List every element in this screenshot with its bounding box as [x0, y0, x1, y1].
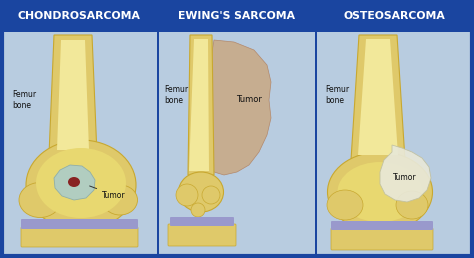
Ellipse shape: [396, 191, 428, 219]
Ellipse shape: [68, 177, 80, 187]
Ellipse shape: [337, 162, 422, 222]
Text: EWING'S SARCOMA: EWING'S SARCOMA: [179, 11, 295, 21]
Ellipse shape: [328, 152, 432, 232]
Ellipse shape: [179, 172, 224, 212]
Text: Tumor: Tumor: [236, 95, 262, 104]
Text: CHONDROSARCOMA: CHONDROSARCOMA: [18, 11, 140, 21]
Polygon shape: [189, 39, 209, 171]
Ellipse shape: [202, 186, 220, 204]
Ellipse shape: [176, 184, 198, 206]
Text: Tumor: Tumor: [90, 186, 126, 199]
FancyBboxPatch shape: [159, 2, 315, 32]
Ellipse shape: [36, 148, 126, 218]
FancyBboxPatch shape: [159, 32, 315, 256]
FancyBboxPatch shape: [317, 32, 472, 256]
Text: OSTEOSARCOMA: OSTEOSARCOMA: [343, 11, 445, 21]
Ellipse shape: [327, 190, 363, 220]
Polygon shape: [57, 40, 89, 150]
FancyBboxPatch shape: [331, 221, 433, 230]
FancyBboxPatch shape: [21, 227, 138, 247]
Polygon shape: [54, 165, 95, 200]
Polygon shape: [49, 35, 97, 155]
FancyBboxPatch shape: [2, 2, 157, 32]
Ellipse shape: [102, 185, 137, 215]
Polygon shape: [209, 40, 271, 175]
FancyBboxPatch shape: [170, 217, 234, 226]
Text: Tumor: Tumor: [393, 173, 417, 182]
Polygon shape: [351, 35, 405, 160]
Polygon shape: [358, 39, 398, 155]
Text: Femur
bone: Femur bone: [164, 85, 188, 105]
Text: Femur
bone: Femur bone: [325, 85, 349, 105]
FancyBboxPatch shape: [2, 32, 157, 256]
Polygon shape: [380, 145, 431, 202]
Ellipse shape: [19, 182, 61, 217]
FancyBboxPatch shape: [317, 2, 472, 32]
FancyBboxPatch shape: [21, 219, 138, 229]
Text: Femur
bone: Femur bone: [12, 90, 36, 110]
Ellipse shape: [191, 203, 205, 217]
Ellipse shape: [26, 140, 136, 230]
FancyBboxPatch shape: [168, 224, 236, 246]
FancyBboxPatch shape: [331, 228, 433, 250]
Polygon shape: [188, 35, 214, 175]
